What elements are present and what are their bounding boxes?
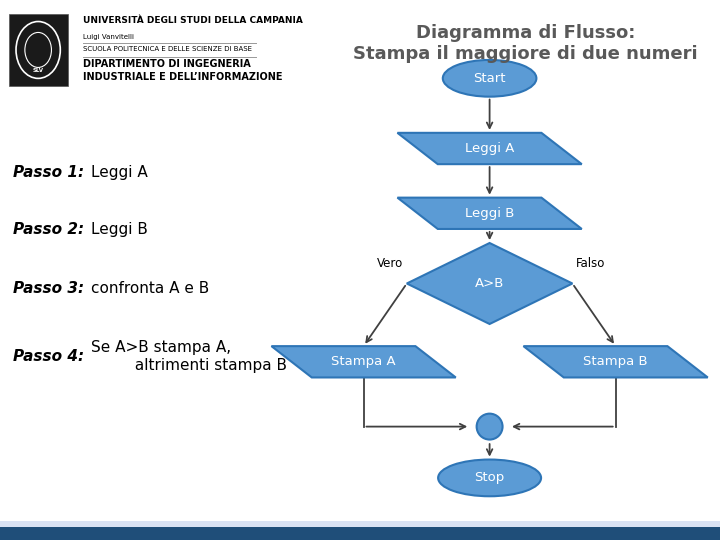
Text: Luigi Vanvitelli: Luigi Vanvitelli: [83, 34, 134, 40]
Text: Vero: Vero: [377, 257, 403, 270]
Text: Passo 4:: Passo 4:: [13, 349, 84, 364]
Text: DIPARTIMENTO DI INGEGNERIA
INDUSTRIALE E DELL’INFORMAZIONE: DIPARTIMENTO DI INGEGNERIA INDUSTRIALE E…: [83, 59, 282, 82]
Text: Leggi A: Leggi A: [91, 165, 148, 180]
Polygon shape: [523, 346, 708, 377]
FancyBboxPatch shape: [0, 521, 720, 526]
Text: Stop: Stop: [474, 471, 505, 484]
Text: Passo 3:: Passo 3:: [13, 281, 84, 296]
Text: Diagramma di Flusso:
Stampa il maggiore di due numeri: Diagramma di Flusso: Stampa il maggiore …: [354, 24, 698, 63]
Ellipse shape: [443, 60, 536, 97]
Text: A>B: A>B: [475, 277, 504, 290]
Ellipse shape: [438, 460, 541, 496]
Text: UNIVERSITÀ DEGLI STUDI DELLA CAMPANIA: UNIVERSITÀ DEGLI STUDI DELLA CAMPANIA: [83, 16, 302, 25]
FancyBboxPatch shape: [0, 526, 720, 540]
Text: Leggi B: Leggi B: [465, 207, 514, 220]
FancyBboxPatch shape: [9, 14, 68, 86]
Text: Passo 1:: Passo 1:: [13, 165, 84, 180]
Text: Stampa B: Stampa B: [583, 355, 648, 368]
Text: confronta A e B: confronta A e B: [91, 281, 210, 296]
Text: Start: Start: [473, 72, 506, 85]
Text: Stampa A: Stampa A: [331, 355, 396, 368]
Text: Leggi B: Leggi B: [91, 222, 148, 237]
Text: Falso: Falso: [576, 257, 606, 270]
Polygon shape: [397, 198, 582, 229]
Text: Leggi A: Leggi A: [465, 142, 514, 155]
Text: Passo 2:: Passo 2:: [13, 222, 84, 237]
Text: Se A>B stampa A,
         altrimenti stampa B: Se A>B stampa A, altrimenti stampa B: [91, 340, 287, 373]
Ellipse shape: [477, 414, 503, 440]
Polygon shape: [271, 346, 456, 377]
Text: SCUOLA POLITECNICA E DELLE SCIENZE DI BASE: SCUOLA POLITECNICA E DELLE SCIENZE DI BA…: [83, 46, 252, 52]
Polygon shape: [397, 133, 582, 164]
Text: SLV: SLV: [32, 68, 44, 73]
Polygon shape: [407, 243, 572, 324]
